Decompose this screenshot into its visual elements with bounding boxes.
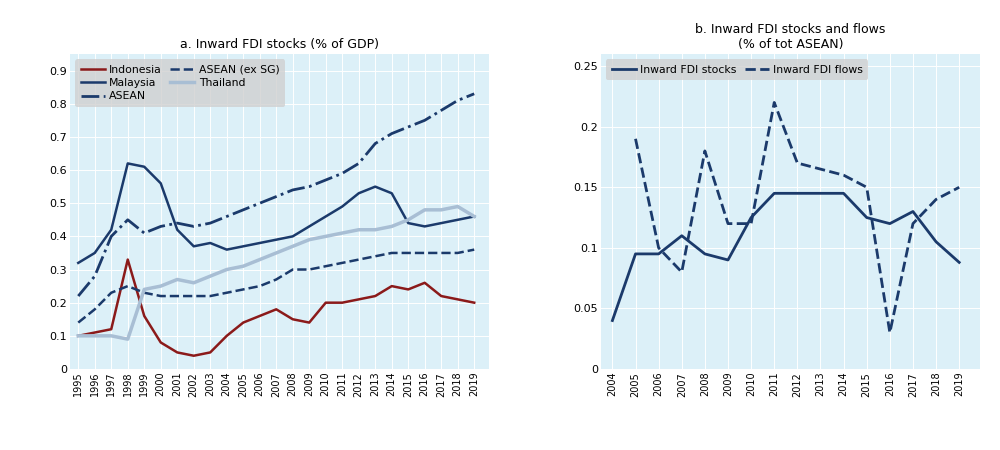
- Title: a. Inward FDI stocks (% of GDP): a. Inward FDI stocks (% of GDP): [180, 38, 379, 51]
- Legend: Indonesia, Malaysia, ASEAN, ASEAN (ex SG), Thailand: Indonesia, Malaysia, ASEAN, ASEAN (ex SG…: [75, 59, 285, 107]
- Legend: Inward FDI stocks, Inward FDI flows: Inward FDI stocks, Inward FDI flows: [606, 59, 868, 80]
- Title: b. Inward FDI stocks and flows
(% of tot ASEAN): b. Inward FDI stocks and flows (% of tot…: [695, 23, 886, 51]
